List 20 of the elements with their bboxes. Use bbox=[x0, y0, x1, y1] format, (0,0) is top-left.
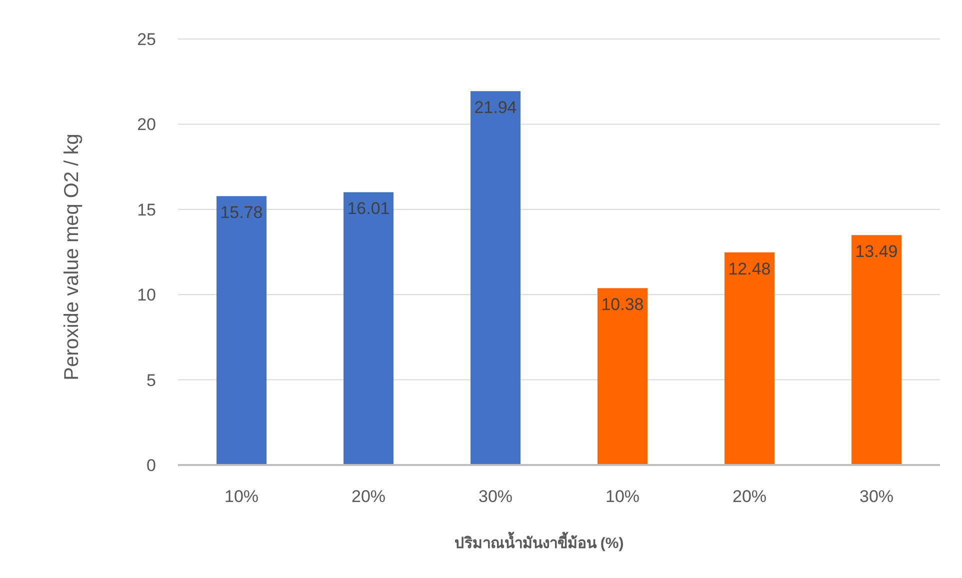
x-tick-label: 30% bbox=[859, 487, 894, 506]
data-label: 12.48 bbox=[728, 259, 771, 278]
x-tick-label: 20% bbox=[732, 487, 767, 506]
x-tick-label: 20% bbox=[351, 487, 386, 506]
y-tick-label: 20 bbox=[137, 115, 156, 134]
y-tick-label: 0 bbox=[146, 456, 156, 475]
data-label: 15.78 bbox=[220, 203, 263, 222]
data-label: 21.94 bbox=[474, 98, 517, 118]
y-tick-label: 10 bbox=[137, 286, 156, 305]
data-label: 13.49 bbox=[855, 242, 898, 262]
x-tick-label: 30% bbox=[478, 487, 513, 506]
x-tick-label: 10% bbox=[224, 487, 259, 506]
data-label: 10.38 bbox=[601, 295, 644, 314]
x-axis-title: ปริมาณน้ำมันงาขี้ม้อน (%) bbox=[454, 531, 624, 552]
x-tick-label: 10% bbox=[605, 487, 640, 506]
y-tick-label: 15 bbox=[137, 200, 156, 220]
y-tick-label: 25 bbox=[137, 30, 156, 49]
data-label: 16.01 bbox=[347, 199, 390, 218]
y-tick-label: 5 bbox=[146, 370, 156, 390]
y-axis-title: Peroxide value meq O2 / kg bbox=[61, 134, 83, 380]
